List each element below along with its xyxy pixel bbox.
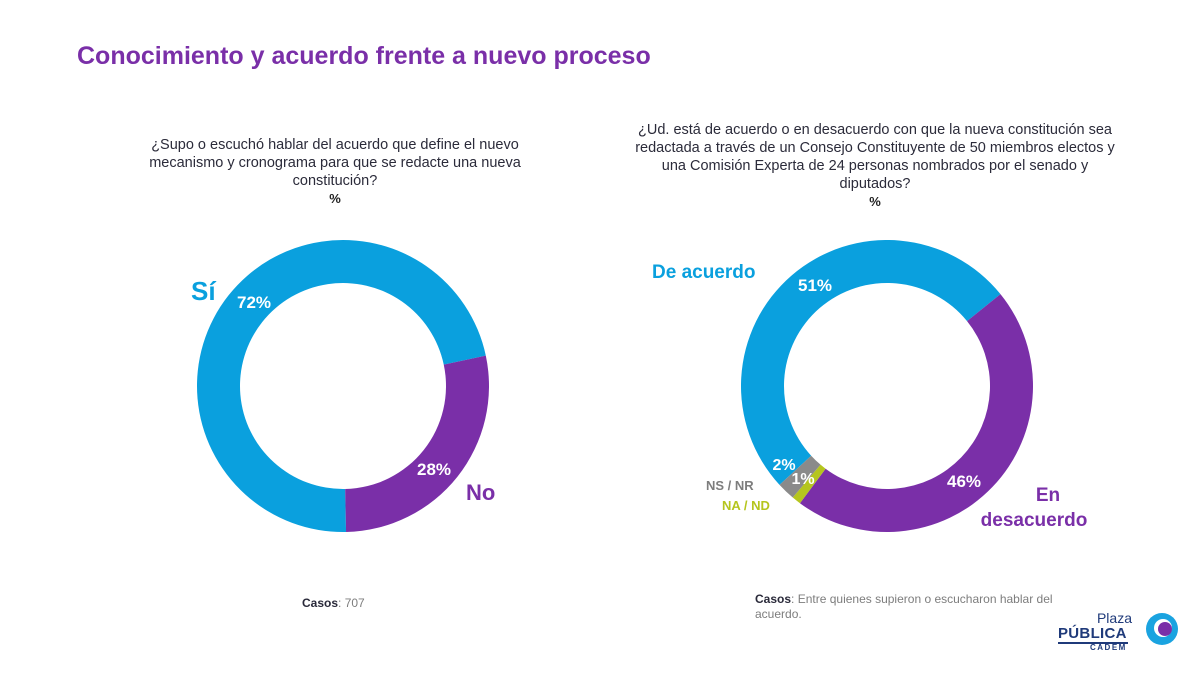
value-label-si: 72%: [237, 293, 271, 312]
category-label-en-desacuerdo-line2: desacuerdo: [981, 510, 1088, 531]
question-left: ¿Supo o escuchó hablar del acuerdo que d…: [130, 136, 540, 208]
cases-text-right: : Entre quienes supieron o escucharon ha…: [755, 592, 1053, 621]
logo-line-plaza: Plaza: [1096, 610, 1132, 626]
question-right-text: ¿Ud. está de acuerdo o en desacuerdo con…: [635, 122, 1115, 192]
plaza-publica-logo: Plaza PÚBLICA CADEM: [1058, 610, 1178, 654]
category-label-en-desacuerdo-line1: En: [1036, 485, 1060, 506]
value-label-en-desacuerdo: 46%: [947, 472, 981, 491]
slice-no: [345, 355, 489, 532]
category-label-no: No: [466, 480, 495, 505]
logo-line-publica: PÚBLICA: [1058, 625, 1127, 642]
value-label-na-nd: 1%: [791, 471, 814, 488]
slice-de-acuerdo: [741, 240, 1001, 485]
slice-ns-nr: [779, 455, 821, 498]
slice-na-nd: [792, 464, 826, 504]
logo-divider: [1058, 642, 1128, 644]
category-label-de-acuerdo: De acuerdo: [652, 262, 755, 283]
cases-label-left: Casos: [302, 596, 339, 610]
unit-label-left: %: [329, 191, 341, 206]
unit-label-right: %: [869, 194, 881, 209]
slice-si: [197, 240, 486, 532]
donut-chart-left: [197, 240, 489, 532]
slice-en-desacuerdo: [799, 294, 1034, 533]
category-label-ns-nr: NS / NR: [706, 478, 754, 493]
cases-note-right: Casos: Entre quienes supieron o escuchar…: [755, 592, 1055, 622]
speech-bubble-icon-core: [1158, 622, 1172, 636]
logo-line-cadem: CADEM: [1090, 643, 1127, 652]
value-label-no: 28%: [417, 460, 451, 479]
page-title: Conocimiento y acuerdo frente a nuevo pr…: [77, 42, 651, 70]
value-label-ns-nr: 2%: [772, 457, 795, 474]
cases-label-right: Casos: [755, 592, 792, 606]
question-right: ¿Ud. está de acuerdo o en desacuerdo con…: [630, 121, 1120, 211]
value-label-de-acuerdo: 51%: [798, 276, 832, 295]
donut-chart-right: [741, 240, 1034, 533]
cases-text-left: : 707: [338, 596, 365, 610]
cases-note-left: Casos: 707: [302, 596, 365, 611]
category-label-na-nd: NA / ND: [722, 498, 770, 513]
category-label-si: Sí: [191, 276, 216, 306]
question-left-text: ¿Supo o escuchó hablar del acuerdo que d…: [149, 137, 521, 189]
